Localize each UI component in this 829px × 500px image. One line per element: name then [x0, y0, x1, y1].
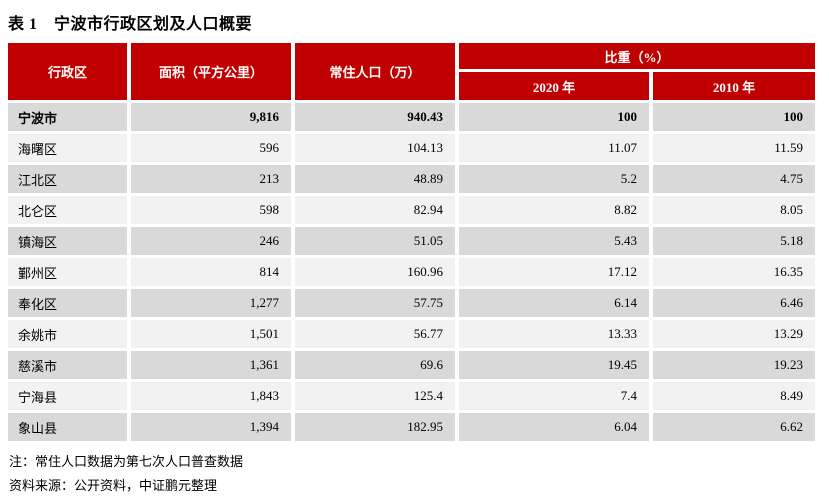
table-row: 宁波市 9,816 940.43 100 100	[8, 103, 815, 131]
area-cell: 213	[131, 165, 291, 193]
share-2020-cell: 8.82	[459, 196, 649, 224]
header-year-2010: 2010 年	[653, 72, 815, 100]
region-cell: 江北区	[8, 165, 127, 193]
table-row: 江北区 213 48.89 5.2 4.75	[8, 165, 815, 193]
region-cell: 宁海县	[8, 382, 127, 410]
population-cell: 48.89	[295, 165, 455, 193]
area-cell: 1,501	[131, 320, 291, 348]
region-cell: 鄞州区	[8, 258, 127, 286]
table-title: 表 1 宁波市行政区划及人口概要	[8, 16, 253, 33]
share-2020-cell: 5.43	[459, 227, 649, 255]
population-cell: 182.95	[295, 413, 455, 441]
header-year-2020: 2020 年	[459, 72, 649, 100]
share-2010-cell: 100	[653, 103, 815, 131]
table-row: 海曙区 596 104.13 11.07 11.59	[8, 134, 815, 162]
share-2010-cell: 6.62	[653, 413, 815, 441]
table-row: 慈溪市 1,361 69.6 19.45 19.23	[8, 351, 815, 379]
table-row: 奉化区 1,277 57.75 6.14 6.46	[8, 289, 815, 317]
population-cell: 51.05	[295, 227, 455, 255]
region-cell: 海曙区	[8, 134, 127, 162]
population-cell: 125.4	[295, 382, 455, 410]
share-2010-cell: 19.23	[653, 351, 815, 379]
population-cell: 56.77	[295, 320, 455, 348]
table-row: 鄞州区 814 160.96 17.12 16.35	[8, 258, 815, 286]
area-cell: 596	[131, 134, 291, 162]
population-cell: 104.13	[295, 134, 455, 162]
share-2020-cell: 7.4	[459, 382, 649, 410]
area-cell: 598	[131, 196, 291, 224]
region-cell: 慈溪市	[8, 351, 127, 379]
share-2010-cell: 6.46	[653, 289, 815, 317]
region-cell: 宁波市	[8, 103, 127, 131]
region-cell: 北仑区	[8, 196, 127, 224]
area-cell: 9,816	[131, 103, 291, 131]
share-2010-cell: 8.49	[653, 382, 815, 410]
population-cell: 940.43	[295, 103, 455, 131]
table-row: 象山县 1,394 182.95 6.04 6.62	[8, 413, 815, 441]
population-cell: 82.94	[295, 196, 455, 224]
area-cell: 1,394	[131, 413, 291, 441]
table-row: 北仑区 598 82.94 8.82 8.05	[8, 196, 815, 224]
region-cell: 镇海区	[8, 227, 127, 255]
share-2020-cell: 13.33	[459, 320, 649, 348]
population-cell: 57.75	[295, 289, 455, 317]
region-cell: 象山县	[8, 413, 127, 441]
area-cell: 1,843	[131, 382, 291, 410]
table-header: 行政区 面积（平方公里） 常住人口（万） 比重（%） 2020 年 2010 年	[8, 43, 815, 100]
area-cell: 246	[131, 227, 291, 255]
footnote-data-source: 注：常住人口数据为第七次人口普查数据	[9, 454, 244, 469]
area-cell: 814	[131, 258, 291, 286]
table-row: 余姚市 1,501 56.77 13.33 13.29	[8, 320, 815, 348]
area-cell: 1,361	[131, 351, 291, 379]
header-share: 比重（%）	[459, 43, 815, 69]
share-2020-cell: 19.45	[459, 351, 649, 379]
header-region: 行政区	[8, 43, 127, 100]
share-2010-cell: 4.75	[653, 165, 815, 193]
share-2010-cell: 16.35	[653, 258, 815, 286]
share-2010-cell: 13.29	[653, 320, 815, 348]
table-body: 宁波市 9,816 940.43 100 100 海曙区 596 104.13 …	[8, 103, 815, 441]
share-2010-cell: 8.05	[653, 196, 815, 224]
region-cell: 奉化区	[8, 289, 127, 317]
header-area: 面积（平方公里）	[131, 43, 291, 100]
population-cell: 69.6	[295, 351, 455, 379]
share-2020-cell: 5.2	[459, 165, 649, 193]
region-population-table: 行政区 面积（平方公里） 常住人口（万） 比重（%） 2020 年 2010 年…	[4, 40, 819, 444]
share-2020-cell: 17.12	[459, 258, 649, 286]
header-population: 常住人口（万）	[295, 43, 455, 100]
footnote-material-source: 资料来源：公开资料，中证鹏元整理	[9, 478, 218, 493]
share-2020-cell: 100	[459, 103, 649, 131]
region-cell: 余姚市	[8, 320, 127, 348]
table-row: 镇海区 246 51.05 5.43 5.18	[8, 227, 815, 255]
table-footnotes: 注：常住人口数据为第七次人口普查数据 资料来源：公开资料，中证鹏元整理	[9, 450, 821, 498]
share-2020-cell: 6.04	[459, 413, 649, 441]
share-2020-cell: 6.14	[459, 289, 649, 317]
table-row: 宁海县 1,843 125.4 7.4 8.49	[8, 382, 815, 410]
area-cell: 1,277	[131, 289, 291, 317]
share-2010-cell: 5.18	[653, 227, 815, 255]
share-2020-cell: 11.07	[459, 134, 649, 162]
share-2010-cell: 11.59	[653, 134, 815, 162]
population-cell: 160.96	[295, 258, 455, 286]
